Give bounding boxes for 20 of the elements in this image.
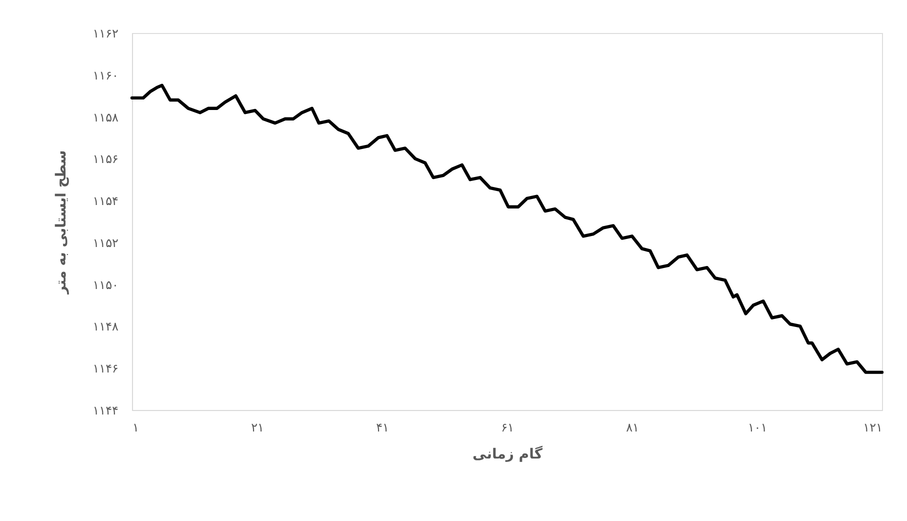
- x-tick-label: ۱۰۱: [748, 420, 768, 434]
- x-tick-label: ۱: [132, 420, 139, 434]
- y-tick-label: ۱۱۵۸: [92, 110, 120, 124]
- y-tick-label: ۱۱۴۶: [92, 362, 118, 376]
- x-axis-title: گام زمانی: [472, 446, 544, 462]
- y-tick-label: ۱۱۶۰: [92, 68, 118, 82]
- y-tick-label: ۱۱۴۸: [92, 320, 120, 334]
- x-tick-label: ۸۱: [626, 420, 639, 434]
- x-tick-label: ۶۱: [501, 420, 514, 434]
- y-tick-label: ۱۱۴۴: [92, 404, 118, 418]
- x-tick-label: ۱۲۱: [863, 420, 882, 434]
- y-tick-label: ۱۱۵۶: [92, 152, 118, 166]
- line-series: [130, 84, 884, 374]
- y-tick-label: ۱۱۵۰: [92, 278, 118, 292]
- y-axis-title: سطح ایستابی به متر: [54, 150, 70, 295]
- x-tick-label: ۴۱: [376, 420, 389, 434]
- y-tick-label: ۱۱۶۲: [92, 26, 118, 40]
- x-tick-label: ۲۱: [251, 420, 264, 434]
- y-tick-label: ۱۱۵۴: [92, 194, 118, 208]
- y-tick-label: ۱۱۵۲: [92, 236, 118, 250]
